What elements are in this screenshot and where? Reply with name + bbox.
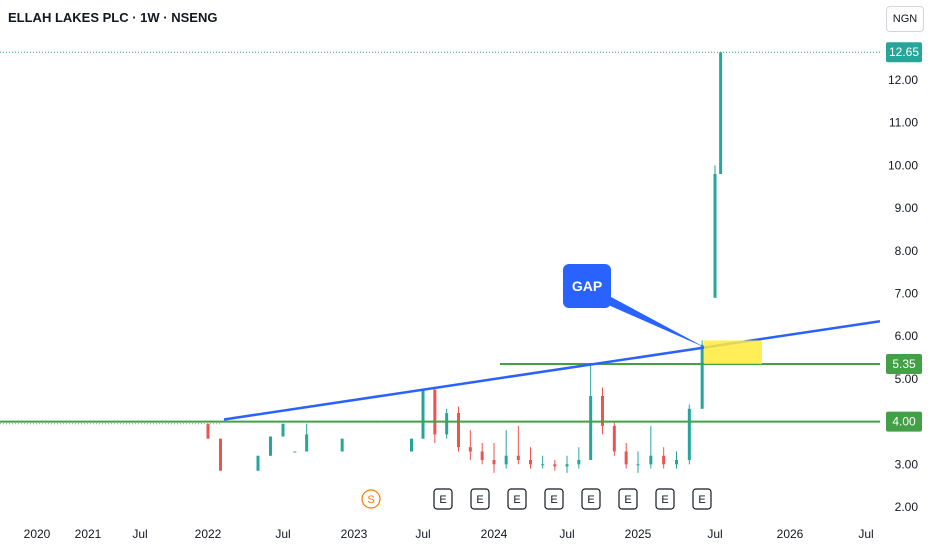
x-tick-label: Jul [858, 527, 873, 541]
x-tick-label: 2021 [75, 527, 102, 541]
y-tick-label: 9.00 [895, 201, 919, 215]
earnings-marker[interactable] [581, 488, 601, 510]
x-tick-label: 2022 [195, 527, 222, 541]
earnings-marker[interactable] [433, 488, 453, 510]
candle-body [340, 438, 344, 452]
candle-body [612, 425, 616, 452]
candle-body [219, 438, 222, 471]
earnings-marker-label: E [587, 494, 594, 506]
candle-body [713, 173, 717, 298]
y-tick-label: 3.00 [895, 457, 919, 471]
candle-body [256, 455, 260, 471]
candle-body [457, 413, 460, 448]
candle-body [492, 460, 496, 465]
candle-body [293, 451, 297, 453]
candle-body [281, 423, 285, 437]
candle-body [445, 413, 449, 435]
y-tick-label: 2.00 [895, 500, 919, 514]
split-marker[interactable] [361, 489, 381, 509]
level-price-label: 5.35 [892, 357, 916, 371]
callout-box[interactable] [563, 264, 611, 308]
candle-body [433, 389, 437, 435]
earnings-marker-label: E [476, 494, 483, 506]
x-tick-label: 2026 [777, 527, 804, 541]
split-marker-label: S [367, 494, 374, 506]
x-tick-label: Jul [559, 527, 574, 541]
earnings-marker-label: E [513, 494, 520, 506]
current-price-label-bg [886, 42, 922, 63]
candle-body [421, 389, 425, 439]
currency-selector[interactable]: NGN [886, 6, 924, 32]
x-tick-label: 2025 [625, 527, 652, 541]
x-tick-label: 2020 [24, 527, 51, 541]
candle-body [529, 460, 532, 465]
earnings-marker[interactable] [544, 488, 564, 510]
callout-pointer [598, 290, 706, 348]
candle-body [636, 464, 640, 466]
candle-body [206, 423, 210, 439]
candle-body [541, 464, 545, 466]
candle-body [468, 447, 472, 452]
candle-body [480, 451, 484, 461]
candle-body [410, 438, 413, 452]
candle-body [305, 434, 309, 452]
grid [0, 51, 880, 425]
candle-body [516, 455, 520, 461]
candle-body [719, 52, 723, 174]
trendline[interactable] [223, 320, 881, 421]
earnings-marker[interactable] [618, 488, 638, 510]
candle-body [700, 344, 704, 409]
earnings-marker-label: E [439, 494, 446, 506]
x-tick-label: Jul [132, 527, 147, 541]
y-tick-label: 7.00 [895, 287, 919, 301]
candle-body [589, 395, 593, 461]
candle-body [577, 460, 581, 465]
candle-body [675, 460, 678, 465]
earnings-marker[interactable] [692, 488, 712, 510]
candle-body [504, 455, 508, 465]
x-tick-label: 2024 [481, 527, 508, 541]
candlesticks [206, 52, 723, 473]
earnings-marker[interactable] [507, 488, 527, 510]
y-tick-label: 8.00 [895, 244, 919, 258]
y-tick-label: 5.00 [895, 372, 919, 386]
earnings-marker-label: E [661, 494, 668, 506]
candle-body [624, 451, 628, 465]
level-price-label-bg [886, 411, 922, 432]
earnings-marker-label: E [624, 494, 631, 506]
current-price-label: 12.65 [889, 45, 919, 59]
drawing-lines: GAP [0, 264, 881, 423]
x-tick-label: Jul [707, 527, 722, 541]
x-tick-label: Jul [275, 527, 290, 541]
x-tick-label: Jul [415, 527, 430, 541]
candle-body [662, 455, 666, 465]
candle-body [269, 436, 272, 456]
candle-body [553, 464, 557, 467]
earnings-marker[interactable] [470, 488, 490, 510]
axes: 2.00 3.00 5.00 6.00 7.00 8.00 9.00 10.00 11.00 12… [24, 42, 922, 541]
earnings-marker-label: E [550, 494, 557, 506]
candle-body [601, 395, 604, 426]
level-price-label-bg [886, 353, 922, 374]
level-price-label: 4.00 [892, 415, 916, 429]
x-tick-label: 2023 [341, 527, 368, 541]
candle-body [649, 455, 653, 465]
candle-body [565, 464, 569, 467]
earnings-marker-label: E [698, 494, 705, 506]
chart-title: ELLAH LAKES PLC · 1W · NSENG [8, 10, 218, 25]
gap-zone[interactable] [704, 340, 762, 364]
earnings-marker[interactable] [655, 488, 675, 510]
y-tick-label: 12.00 [888, 73, 918, 87]
candle-body [687, 408, 691, 461]
y-tick-label: 11.00 [889, 116, 918, 130]
y-tick-label: 10.00 [888, 158, 918, 172]
callout-text: GAP [572, 278, 602, 294]
y-tick-label: 6.00 [895, 329, 919, 343]
